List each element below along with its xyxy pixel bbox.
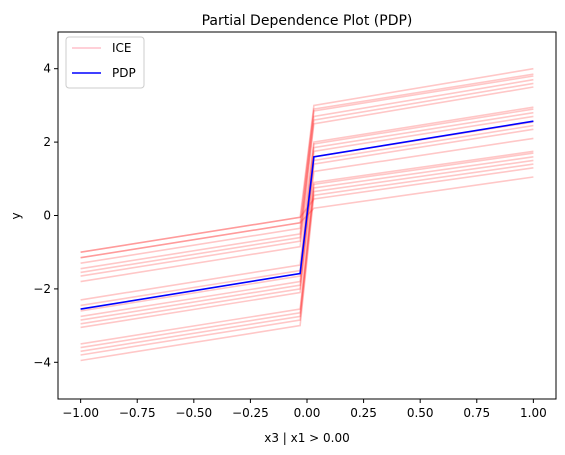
ice-line	[80, 73, 534, 259]
ice-line	[80, 108, 534, 301]
x-tick-label: 0.50	[407, 406, 434, 420]
ice-line	[80, 128, 534, 325]
pdp-line	[80, 120, 534, 310]
y-axis-label: y	[9, 212, 23, 219]
legend-pdp-label: PDP	[112, 66, 136, 80]
ice-lines	[80, 67, 534, 362]
legend: ICE PDP	[65, 36, 145, 89]
x-axis-label: x3 | x1 > 0.00	[264, 431, 350, 445]
x-tick-label: 1.00	[520, 406, 547, 420]
ice-line	[80, 150, 534, 345]
ice-line	[80, 156, 534, 353]
ice-line	[80, 67, 534, 253]
ice-line	[80, 86, 534, 277]
x-tick-label: −0.75	[119, 406, 156, 420]
ice-line	[80, 82, 534, 274]
ice-line	[80, 163, 534, 362]
x-tick-label: 0.75	[463, 406, 490, 420]
x-tick-label: −0.50	[175, 406, 212, 420]
ice-line	[80, 106, 534, 283]
ice-line	[80, 159, 534, 356]
legend-box	[65, 36, 145, 89]
x-axis-ticks: −1.00 −0.75 −0.50 −0.25 0.00 0.25 0.50 0.75 1.00	[62, 399, 547, 420]
pdp-line-group	[80, 120, 534, 310]
ice-line	[80, 75, 534, 264]
y-tick-label: 0	[43, 209, 51, 223]
legend-ice-label: ICE	[112, 41, 132, 55]
ice-line	[80, 167, 534, 253]
ice-line	[80, 78, 534, 270]
y-tick-label: 4	[43, 62, 51, 76]
chart-title: Partial Dependence Plot (PDP)	[202, 13, 413, 29]
x-tick-label: −1.00	[62, 406, 99, 420]
x-tick-label: −0.25	[232, 406, 269, 420]
y-tick-label: −2	[33, 282, 51, 296]
x-tick-label: 0.00	[294, 406, 321, 420]
ice-line	[80, 124, 534, 321]
y-tick-label: −4	[33, 355, 51, 369]
y-tick-label: 2	[43, 135, 51, 149]
x-tick-label: 0.25	[350, 406, 377, 420]
ice-line	[80, 137, 534, 329]
y-axis-ticks: −4 −2 0 2 4	[33, 62, 58, 369]
ice-line	[80, 152, 534, 349]
